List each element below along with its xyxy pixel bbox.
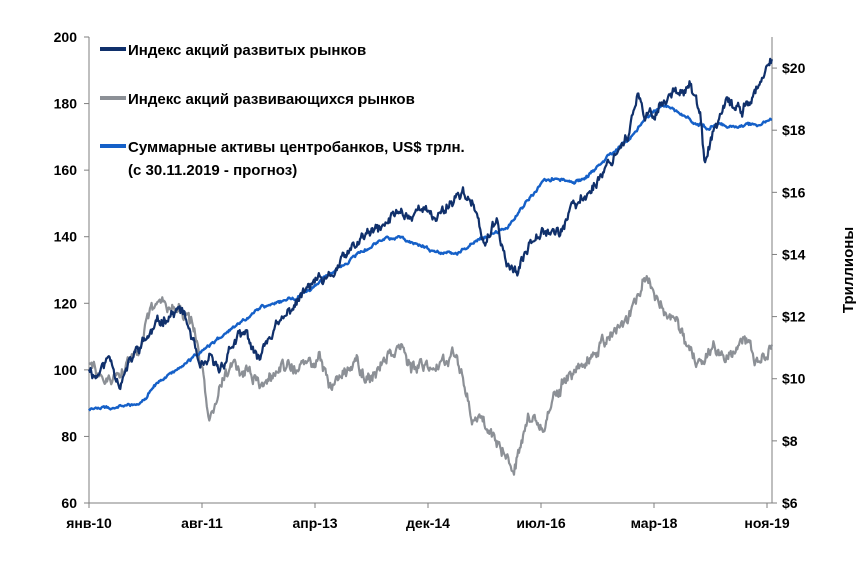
- plot-area: [84, 36, 777, 508]
- left-tick-label: 160: [54, 162, 78, 178]
- left-tick-label: 100: [54, 362, 78, 378]
- series-developed-markets-line: [87, 57, 773, 391]
- x-tick-label: мар-18: [631, 515, 678, 531]
- right-tick-label: $8: [782, 433, 798, 449]
- legend-label-cb-assets-note: (с 30.11.2019 - прогноз): [128, 162, 297, 179]
- left-tick-label: 120: [54, 295, 78, 311]
- x-tick-label: янв-10: [66, 515, 112, 531]
- x-tick-label: ноя-19: [744, 515, 789, 531]
- legend-item-emerging: Индекс акций развивающихся рынков: [100, 91, 415, 108]
- x-tick-label: дек-14: [406, 515, 450, 531]
- legend-label-emerging: Индекс акций развивающихся рынков: [128, 91, 415, 108]
- x-tick-label: авг-11: [181, 515, 223, 531]
- left-axis-tick-labels: 60 80 100 120 140 160 180 200: [54, 29, 78, 511]
- right-tick-label: $10: [782, 371, 806, 387]
- right-tick-label: $12: [782, 309, 806, 325]
- left-tick-label: 60: [61, 495, 77, 511]
- series-emerging-markets-line: [88, 275, 773, 476]
- x-tick-label: апр-13: [292, 515, 337, 531]
- right-tick-label: $18: [782, 122, 806, 138]
- right-tick-label: $6: [782, 495, 798, 511]
- left-tick-label: 140: [54, 229, 78, 245]
- legend: Индекс акций развитых рынков Индекс акци…: [100, 42, 465, 179]
- x-axis-tick-labels: янв-10 авг-11 апр-13 дек-14 июл-16 мар-18 ноя-…: [66, 515, 790, 531]
- right-axis-title: Триллионы: [840, 227, 857, 313]
- right-tick-label: $14: [782, 246, 806, 262]
- right-axis-tick-labels: $6 $8 $10 $12 $14 $16 $18 $20: [782, 60, 806, 511]
- legend-item-developed: Индекс акций развитых рынков: [100, 42, 366, 59]
- left-tick-label: 200: [54, 29, 78, 45]
- x-tick-label: июл-16: [516, 515, 566, 531]
- legend-item-cb-assets: Суммарные активы центробанков, US$ трлн.…: [100, 139, 465, 179]
- series-layer: [87, 57, 773, 476]
- right-tick-label: $16: [782, 184, 806, 200]
- left-tick-label: 180: [54, 96, 78, 112]
- right-tick-label: $20: [782, 60, 806, 76]
- legend-label-cb-assets: Суммарные активы центробанков, US$ трлн.: [128, 139, 465, 156]
- axis-tick-marks: [84, 36, 777, 508]
- legend-label-developed: Индекс акций развитых рынков: [128, 42, 366, 59]
- left-tick-label: 80: [61, 428, 77, 444]
